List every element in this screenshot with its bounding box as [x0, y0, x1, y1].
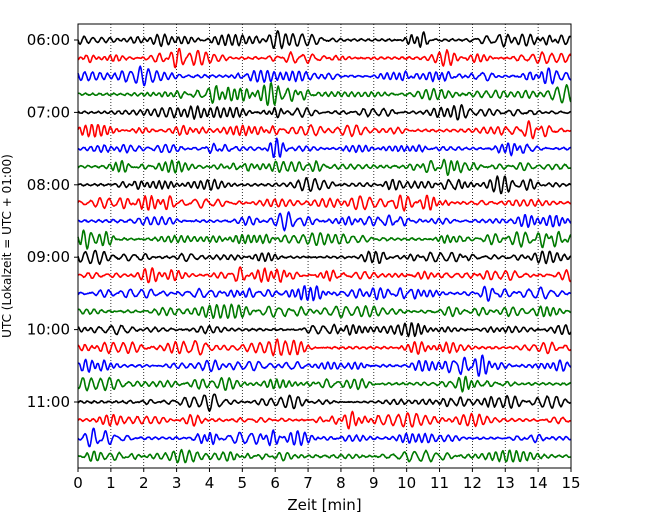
trace-line-1: [77, 30, 572, 50]
trace-line-10: [77, 194, 572, 212]
x-tick-label-5: 5: [238, 474, 248, 492]
trace-line-21: [77, 393, 572, 412]
trace-line-16: [77, 303, 571, 319]
x-tick-label-12: 12: [463, 474, 482, 492]
x-tick-label-1: 1: [106, 474, 116, 492]
x-tick-label-15: 15: [561, 474, 580, 492]
trace-line-12: [77, 229, 572, 250]
x-tick-label-0: 0: [73, 474, 83, 492]
x-tick-label-6: 6: [270, 474, 280, 492]
y-tick-label-0700: 07:00: [27, 103, 70, 121]
trace-line-9: [77, 175, 572, 195]
x-tick-label-11: 11: [430, 474, 449, 492]
y-tick-label-0600: 06:00: [27, 31, 70, 49]
trace-line-19: [77, 354, 572, 377]
trace-line-15: [77, 285, 572, 302]
trace-line-7: [77, 137, 572, 159]
x-tick-label-8: 8: [336, 474, 346, 492]
x-tick-label-14: 14: [529, 474, 548, 492]
x-axis-label: Zeit [min]: [287, 496, 361, 514]
vertical-gridlines: [110, 24, 539, 468]
x-tick-label-9: 9: [369, 474, 379, 492]
x-tick-label-10: 10: [397, 474, 416, 492]
x-tick-label-2: 2: [139, 474, 149, 492]
trace-line-23: [77, 427, 572, 448]
x-tick-label-13: 13: [496, 474, 515, 492]
y-tick-label-0900: 09:00: [27, 248, 70, 266]
trace-line-22: [77, 410, 572, 430]
plot-frame: [77, 23, 572, 469]
trace-line-2: [77, 47, 572, 69]
y-tick-label-0800: 08:00: [27, 176, 70, 194]
y-axis-ticks: 06:00 07:00 08:00 09:00 10:00 11:00: [27, 31, 78, 411]
x-tick-label-3: 3: [172, 474, 182, 492]
trace-line-11: [77, 211, 572, 232]
trace-line-3: [77, 65, 572, 87]
trace-line-17: [77, 322, 572, 338]
trace-line-24: [77, 448, 571, 464]
trace-line-8: [77, 158, 572, 176]
y-axis-label: UTC (Lokalzeit = UTC + 01:00): [0, 154, 14, 338]
y-tick-label-1000: 10:00: [27, 321, 70, 339]
trace-line-5: [77, 104, 572, 121]
x-tick-label-7: 7: [303, 474, 313, 492]
trace-line-6: [77, 120, 572, 140]
x-tick-label-4: 4: [205, 474, 215, 492]
trace-line-4: [77, 81, 572, 107]
seismic-traces: [77, 30, 572, 464]
trace-line-14: [77, 266, 572, 284]
y-tick-label-1100: 11:00: [27, 393, 70, 411]
trace-line-20: [77, 375, 572, 393]
trace-line-13: [77, 249, 572, 266]
trace-line-18: [77, 338, 572, 357]
x-axis-ticks: 0 1 2 3 4 5 6 7 8 9 10 11 12 13 14 15: [73, 468, 581, 492]
